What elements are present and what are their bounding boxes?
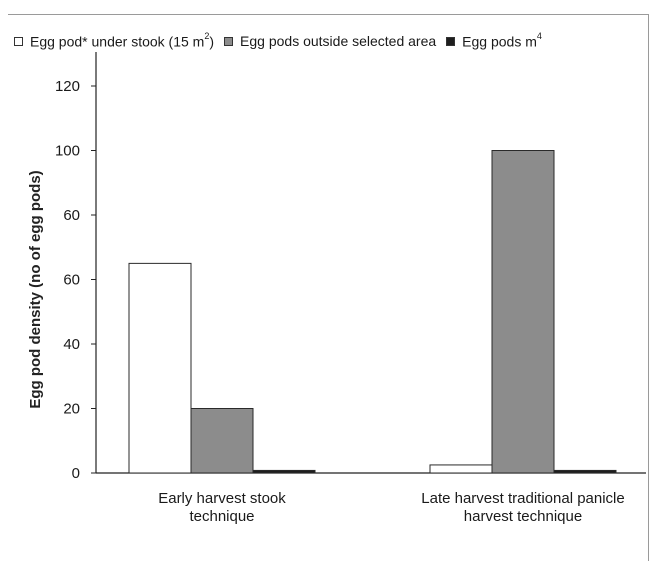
- legend-item-per-m: Egg pods m4: [446, 30, 542, 50]
- chart-frame: [8, 14, 649, 561]
- y-tick-label: 60: [63, 272, 80, 289]
- bar: [429, 464, 493, 474]
- legend-swatch-under-stook: [14, 36, 23, 46]
- legend: Egg pod* under stook (15 m2) Egg pods ou…: [14, 30, 552, 52]
- y-tick-label: 60: [63, 207, 80, 224]
- bar: [252, 469, 316, 474]
- legend-swatch-per-m: [446, 36, 456, 46]
- bar: [491, 150, 555, 474]
- y-tick-label: 0: [72, 465, 80, 482]
- legend-label-outside-area: Egg pods outside selected area: [240, 33, 437, 49]
- x-category-label: Late harvest traditional panicle: [421, 490, 624, 507]
- legend-label-per-m: Egg pods m4: [462, 30, 542, 50]
- x-category-label: technique: [189, 508, 254, 525]
- x-category-label: Early harvest stook: [158, 490, 286, 507]
- x-category-label: harvest technique: [464, 508, 582, 525]
- bar: [190, 408, 254, 474]
- legend-swatch-outside-area: [224, 36, 234, 46]
- bar: [128, 262, 192, 474]
- y-tick-label: 120: [55, 78, 80, 95]
- y-axis-title: Egg pod density (no of egg pods): [27, 170, 44, 408]
- y-tick-label: 40: [63, 336, 80, 353]
- legend-item-under-stook: Egg pod* under stook (15 m2): [14, 30, 215, 50]
- y-tick-label: 20: [63, 401, 80, 418]
- bar: [553, 469, 617, 474]
- legend-label-under-stook: Egg pod* under stook (15 m2): [30, 30, 215, 50]
- legend-item-outside-area: Egg pods outside selected area: [224, 33, 436, 49]
- y-tick-label: 100: [55, 143, 80, 160]
